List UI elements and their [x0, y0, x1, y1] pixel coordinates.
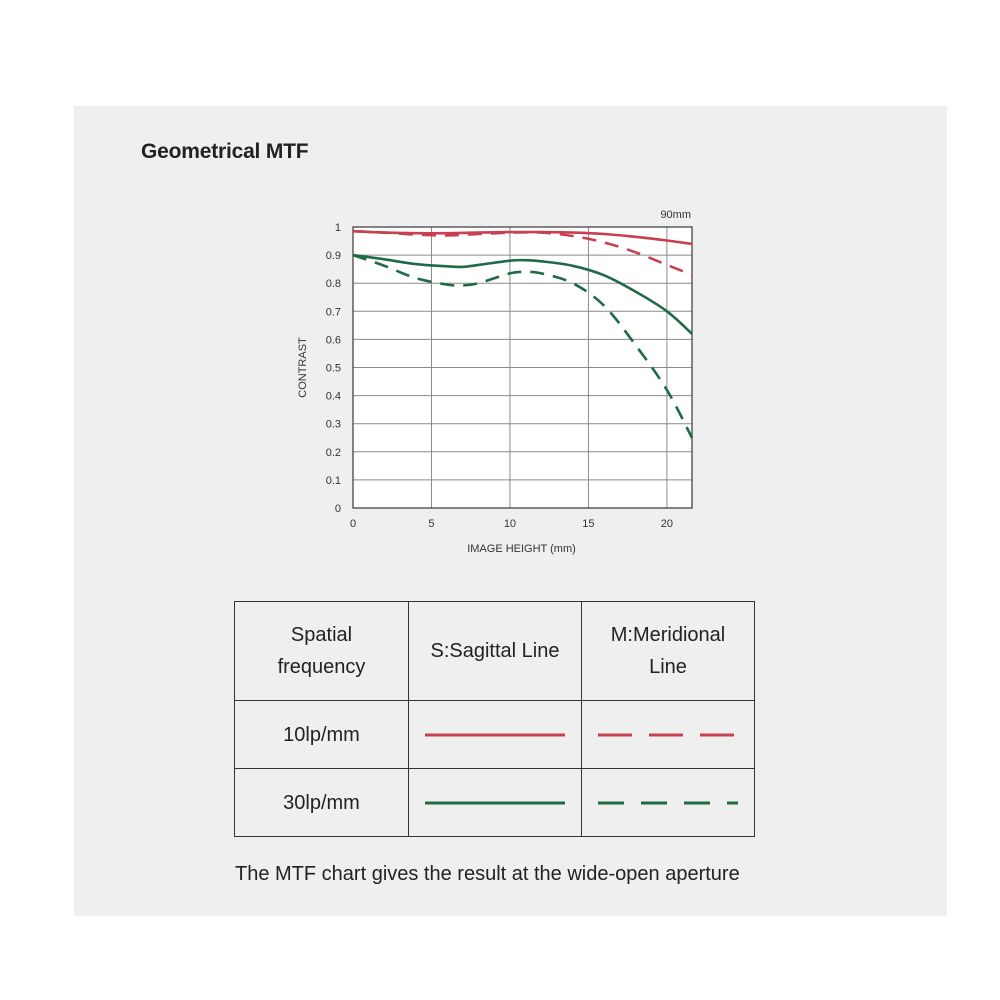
y-tick-label: 0.4: [326, 391, 341, 403]
x-tick-label: 10: [504, 518, 516, 530]
x-tick-label: 15: [582, 518, 594, 530]
legend-table: Spatial frequency S:Sagittal Line M:Meri…: [234, 601, 755, 837]
y-tick-label: 0.3: [326, 419, 341, 431]
y-tick-label: 0: [335, 503, 341, 515]
y-tick-label: 1: [335, 222, 341, 234]
row-label-30lp: 30lp/mm: [234, 768, 409, 837]
x-tick-label: 0: [350, 518, 356, 530]
sample-30lp-meridional-line: [598, 801, 738, 804]
mtf-chart: 00.10.20.30.40.50.60.70.80.910 5 10 15 2090m…: [297, 209, 694, 555]
header-spatial-line1: Spatial: [290, 624, 353, 646]
y-tick-label: 0.9: [326, 250, 341, 262]
y-tick-label: 0.8: [326, 278, 341, 290]
sample-10lp-meridional-line: [598, 733, 738, 736]
header-spatial-frequency: Spatial frequency: [234, 601, 409, 701]
page-title: Geometrical MTF: [141, 140, 309, 163]
sample-30lp-sagittal-line: [425, 801, 565, 804]
header-sagittal: S:Sagittal Line: [408, 601, 582, 701]
header-meridional-line1: M:Meridional: [610, 624, 726, 646]
chart-annotation: 90mm: [660, 209, 691, 221]
legend-row-10lp: 10lp/mm: [234, 700, 755, 769]
x-tick-label: 20: [661, 518, 673, 530]
sample-10lp-sagittal: [408, 700, 582, 769]
row-label-10lp: 10lp/mm: [234, 700, 409, 769]
legend-row-30lp: 30lp/mm: [234, 768, 755, 837]
header-meridional: M:Meridional Line: [581, 601, 755, 701]
sample-10lp-meridional: [581, 700, 755, 769]
legend-header-row: Spatial frequency S:Sagittal Line M:Meri…: [234, 601, 755, 701]
x-axis-label: IMAGE HEIGHT (mm): [467, 543, 576, 555]
sample-10lp-sagittal-line: [425, 733, 565, 736]
y-tick-label: 0.2: [326, 447, 341, 459]
series-line-2: [352, 253, 693, 335]
header-sagittal-label: S:Sagittal Line: [430, 640, 560, 662]
sample-30lp-sagittal: [408, 768, 582, 837]
y-tick-label: 0.7: [326, 306, 341, 318]
sample-30lp-meridional: [581, 768, 755, 837]
header-spatial-line2: frequency: [277, 656, 366, 678]
header-meridional-line2: Line: [649, 656, 687, 678]
series-line-1: [352, 229, 693, 277]
y-axis-label: CONTRAST: [297, 337, 309, 398]
x-tick-label: 5: [428, 518, 434, 530]
caption: The MTF chart gives the result at the wi…: [235, 863, 740, 885]
y-tick-label: 0.5: [326, 363, 341, 375]
y-tick-label: 0.1: [326, 475, 341, 487]
series-line-3: [352, 253, 694, 439]
y-tick-label: 0.6: [326, 334, 341, 346]
plot-frame: [352, 226, 693, 509]
